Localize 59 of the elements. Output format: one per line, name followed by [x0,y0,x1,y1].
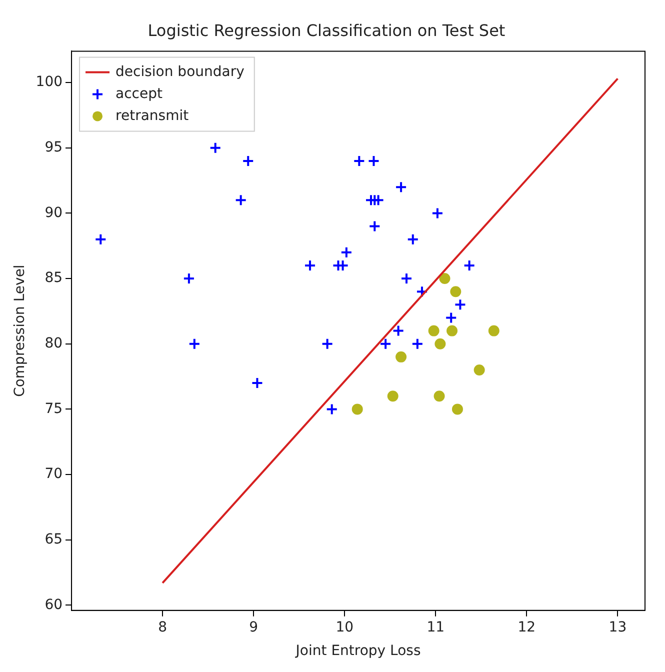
point [380,338,392,350]
x-tick-label: 12 [518,619,536,636]
y-tick-label: 70 [44,466,63,482]
y-tick-label: 80 [44,336,63,352]
point [406,233,419,246]
point [352,404,363,415]
point [340,246,352,258]
point [368,154,380,167]
point [209,142,222,154]
chart-title: Logistic Regression Classification on Test Set [148,20,506,40]
y-tick-label: 85 [44,270,63,286]
x-tick-label: 11 [426,619,445,636]
x-tick-label: 9 [249,619,258,636]
point [188,338,200,350]
x-tick-label: 10 [336,619,354,636]
legend-label: retransmit [116,108,190,124]
point [94,233,107,246]
x-tick-label: 13 [608,619,627,636]
point [396,351,407,362]
point [372,194,384,206]
point [182,272,195,285]
point [234,194,247,206]
point [321,338,334,350]
point [439,273,450,284]
y-tick-label: 90 [44,204,63,221]
y-tick-label: 95 [44,140,63,156]
point [428,325,440,336]
y-tick-label: 75 [44,400,63,417]
y-tick-label: 60 [44,596,63,613]
y-tick-label: 100 [36,74,63,90]
point [242,154,254,167]
point [463,259,476,272]
point [488,325,500,336]
point [304,259,316,272]
point [416,286,428,298]
point [392,324,404,337]
point [445,312,458,324]
point [454,298,466,311]
point [474,364,485,376]
point [368,220,381,232]
point [251,377,264,390]
point [431,207,444,220]
point [395,181,408,194]
y-axis-title: Compression Level [12,264,28,397]
point [400,272,413,285]
point [353,154,366,167]
point [452,404,463,415]
x-axis-title: Joint Entropy Loss [294,643,421,660]
legend-label: decision boundary [116,64,244,80]
point [411,338,424,350]
legend-label: accept [116,86,163,102]
point [434,390,445,402]
x-tick-label: 8 [158,619,168,636]
point [446,325,458,336]
point [387,390,398,402]
point [450,286,462,298]
point [326,403,338,416]
point [434,338,446,350]
y-tick-label: 65 [44,531,63,548]
